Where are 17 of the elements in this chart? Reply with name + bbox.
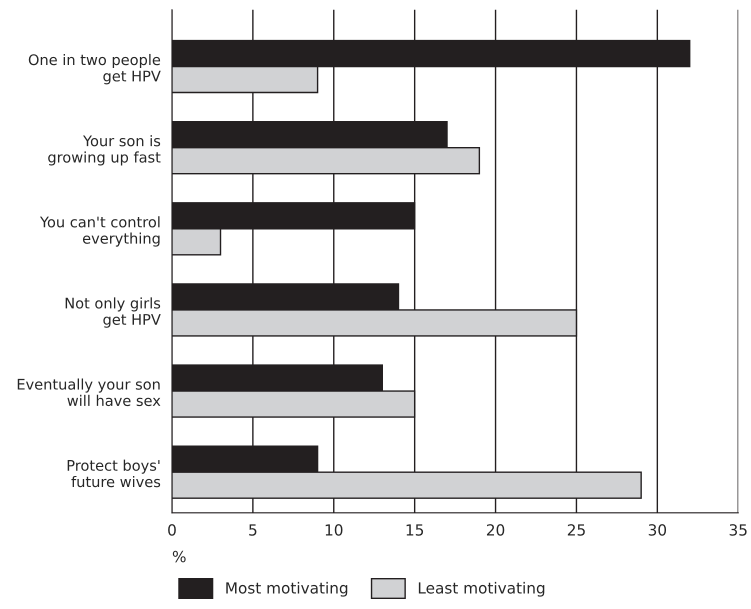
y-tick-label: Protect boys' future wives [68, 460, 160, 488]
y-tick-label: Eventually your son will have sex [18, 378, 160, 406]
y-tick-label: One in two people get HPV [28, 54, 161, 84]
y-tick-label: Your son is growing up fast [48, 135, 161, 166]
x-tick-label: 30 [648, 524, 666, 536]
y-tick-label: Not only girls get HPV [66, 297, 161, 328]
x-tick-label: 25 [568, 524, 585, 536]
y-tick-label: You can't control everything [40, 216, 160, 247]
x-tick-label: 15 [406, 524, 424, 536]
x-tick-label: 20 [486, 524, 504, 536]
x-tick-label: 10 [326, 524, 342, 536]
legend-label: Most motivating [226, 582, 348, 597]
x-axis-title: % [172, 550, 186, 562]
legend-label: Least motivating [418, 582, 544, 597]
x-tick-label: 5 [249, 524, 256, 536]
x-tick-label: 0 [168, 524, 176, 536]
x-tick-label: 35 [730, 524, 747, 536]
